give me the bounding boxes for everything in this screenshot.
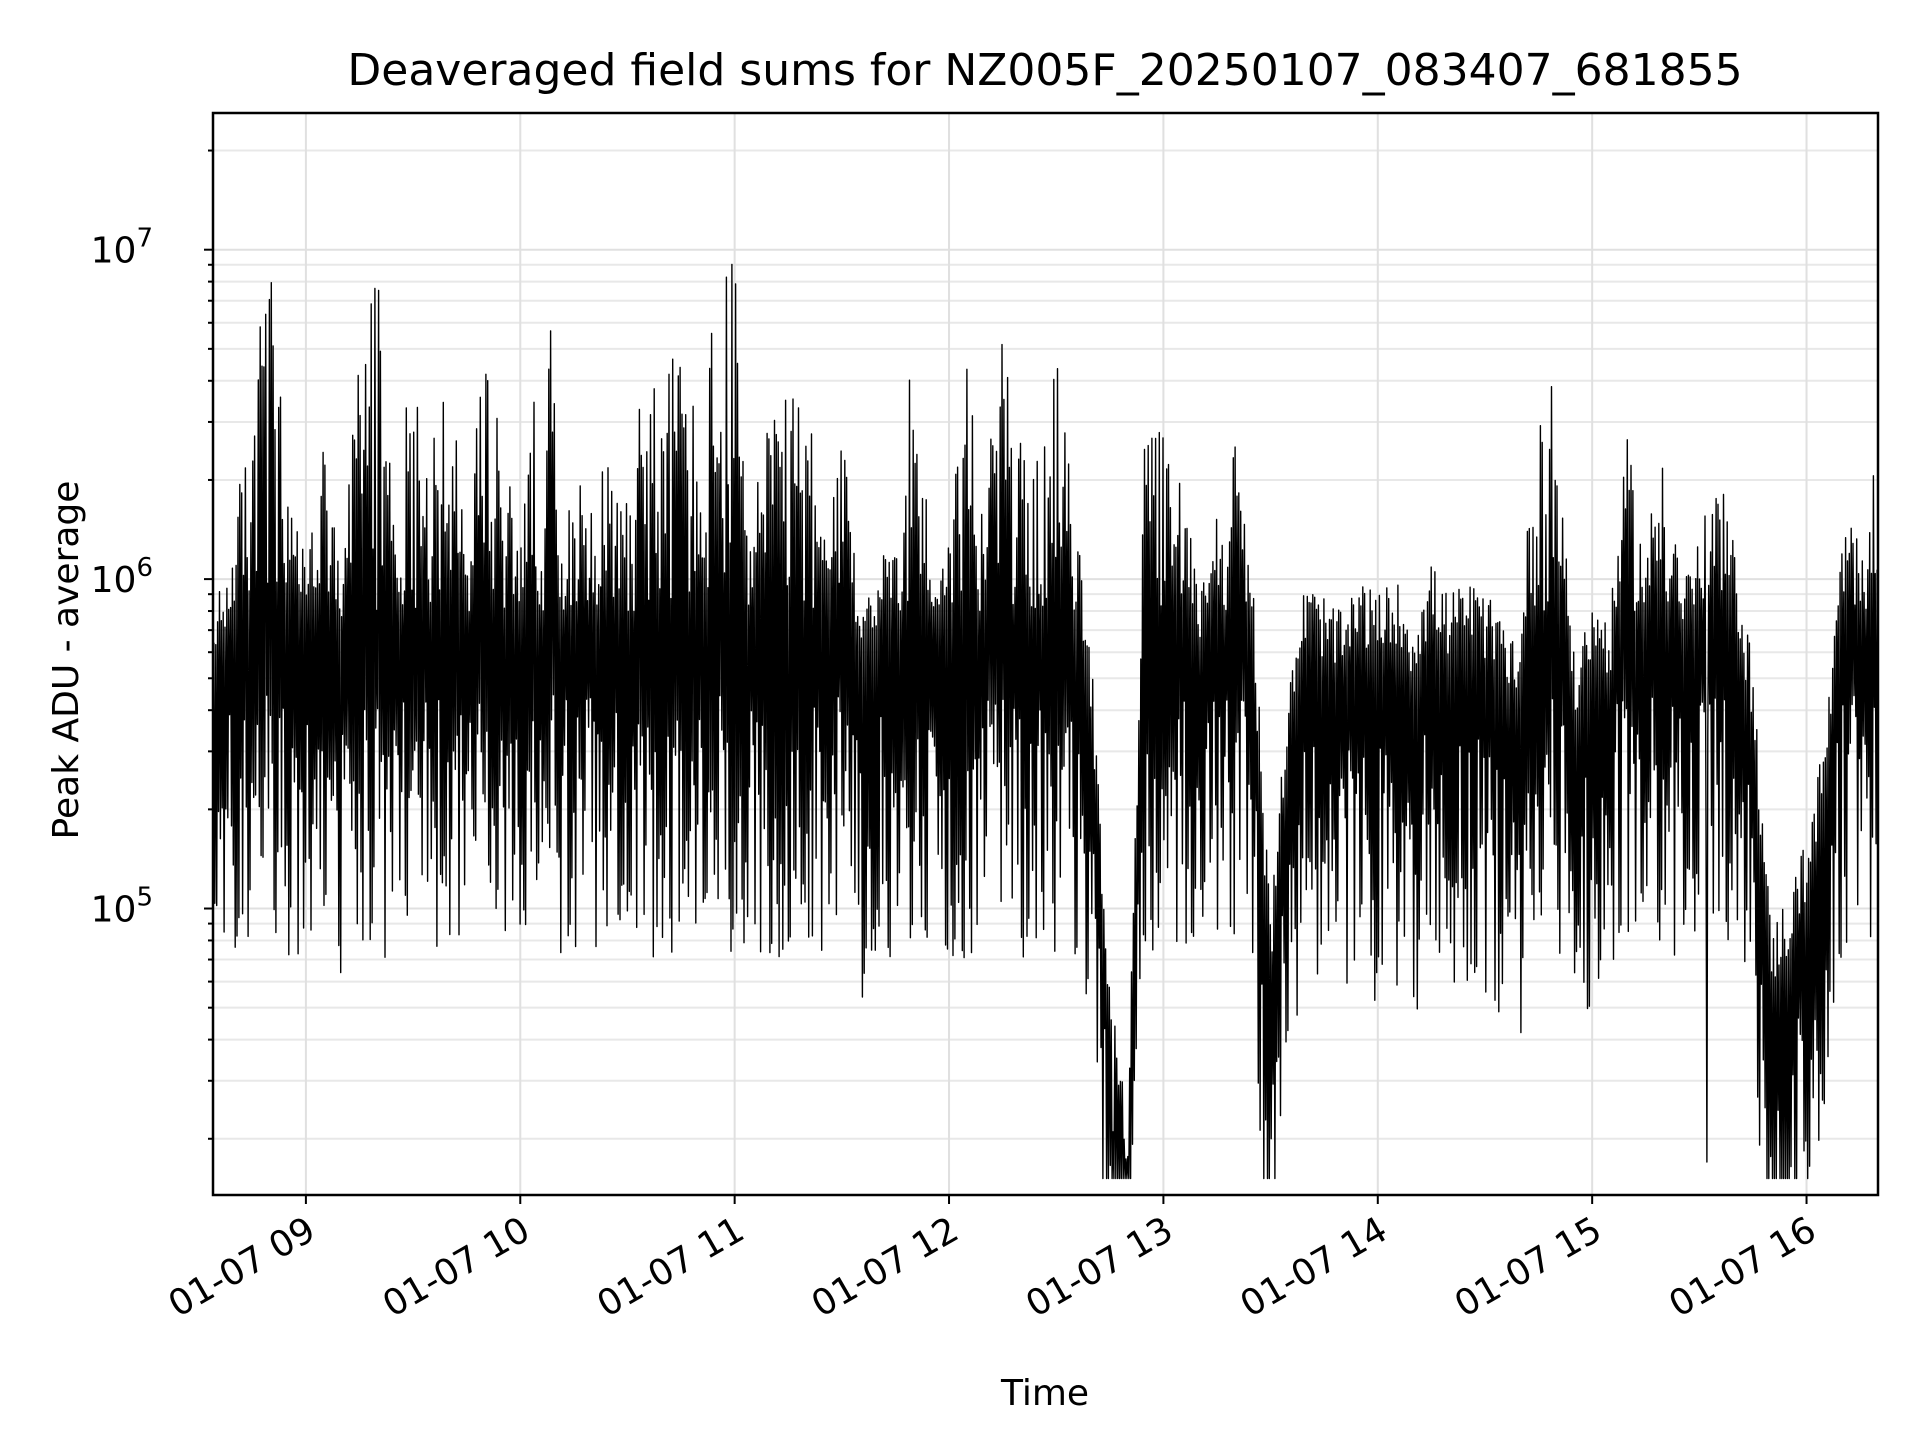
- y-tick-label: 106: [91, 553, 153, 601]
- y-tick-label: 107: [91, 224, 153, 272]
- y-tick-label: 105: [91, 883, 153, 931]
- series-line: [212, 263, 1879, 1180]
- y-axis-ticks: 105 106 107: [91, 149, 213, 1140]
- x-axis-label: Time: [1000, 1373, 1089, 1414]
- chart-title: Deaveraged field sums for NZ005F_2025010…: [347, 45, 1742, 96]
- y-axis-label: Peak ADU - average: [46, 481, 87, 840]
- plot-frame: [211, 111, 1880, 1197]
